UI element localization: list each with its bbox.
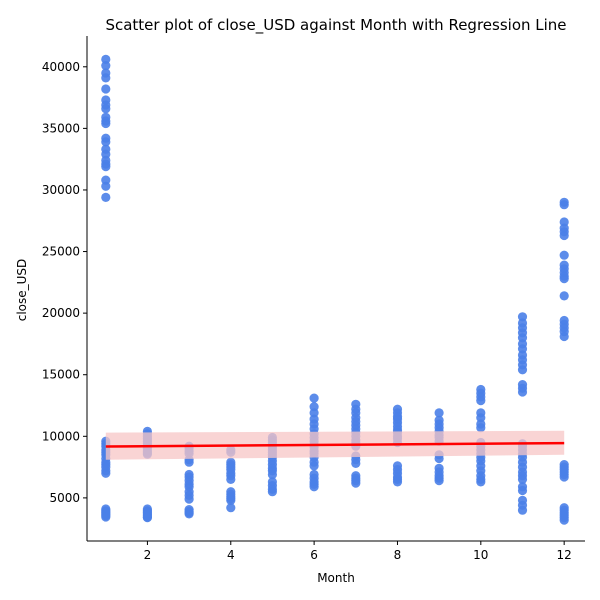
plot-area [101, 54, 569, 525]
data-point [142, 513, 152, 523]
data-point [517, 387, 528, 397]
data-point [476, 477, 486, 487]
y-tick-label: 25000 [42, 245, 80, 259]
regression-line [105, 441, 565, 448]
data-point [476, 396, 486, 406]
y-tick-label: 35000 [42, 121, 80, 135]
data-point [559, 274, 569, 284]
data-point [309, 482, 319, 492]
y-axis: 5000 10000 15000 20000 25000 30000 35000 40000 [42, 36, 88, 541]
data-point [101, 61, 111, 71]
y-tick-label: 5000 [49, 491, 80, 505]
data-point [559, 230, 569, 241]
data-point [101, 468, 111, 478]
data-point [101, 137, 111, 147]
data-point [434, 453, 444, 464]
data-point [101, 84, 111, 94]
data-point [309, 461, 319, 471]
y-tick-label: 20000 [42, 306, 80, 320]
data-point [101, 162, 111, 172]
data-point [517, 505, 528, 515]
data-point [559, 331, 569, 342]
data-point [101, 73, 111, 83]
x-tick-label: 10 [473, 548, 488, 562]
data-point [184, 509, 194, 519]
data-point [517, 365, 528, 375]
data-point [559, 291, 569, 301]
x-axis-label: Month [317, 571, 355, 585]
data-point [434, 476, 444, 486]
x-tick-label: 12 [557, 548, 572, 562]
x-tick-label: 6 [310, 548, 318, 562]
data-point [226, 474, 236, 484]
data-point [559, 472, 569, 482]
y-tick-label: 30000 [42, 183, 80, 197]
data-point [517, 474, 528, 484]
x-tick-label: 4 [227, 548, 235, 562]
data-point [101, 104, 111, 114]
data-point [517, 485, 528, 496]
data-point [184, 494, 194, 504]
data-point [267, 487, 277, 497]
data-point [267, 469, 277, 480]
data-point [101, 181, 111, 191]
data-point [101, 512, 111, 522]
data-point [559, 250, 569, 260]
y-tick-label: 10000 [42, 429, 80, 443]
data-point [226, 503, 236, 513]
y-tick-label: 15000 [42, 368, 80, 382]
data-point [184, 457, 194, 467]
data-point [351, 478, 361, 488]
data-point [434, 408, 444, 418]
y-tick-label: 40000 [42, 60, 80, 74]
x-axis: 2 4 6 8 10 12 [87, 540, 585, 562]
data-point [476, 423, 486, 433]
x-tick-label: 2 [144, 548, 152, 562]
chart-title: Scatter plot of close_USD against Month … [105, 16, 566, 35]
data-point [559, 515, 569, 525]
data-point [351, 458, 361, 468]
data-point [101, 118, 111, 129]
x-tick-label: 8 [394, 548, 402, 562]
data-point [226, 495, 236, 505]
data-point [309, 393, 319, 403]
data-point [101, 192, 111, 202]
data-point [392, 477, 403, 487]
y-axis-label: close_USD [15, 259, 29, 322]
data-point [559, 200, 569, 210]
